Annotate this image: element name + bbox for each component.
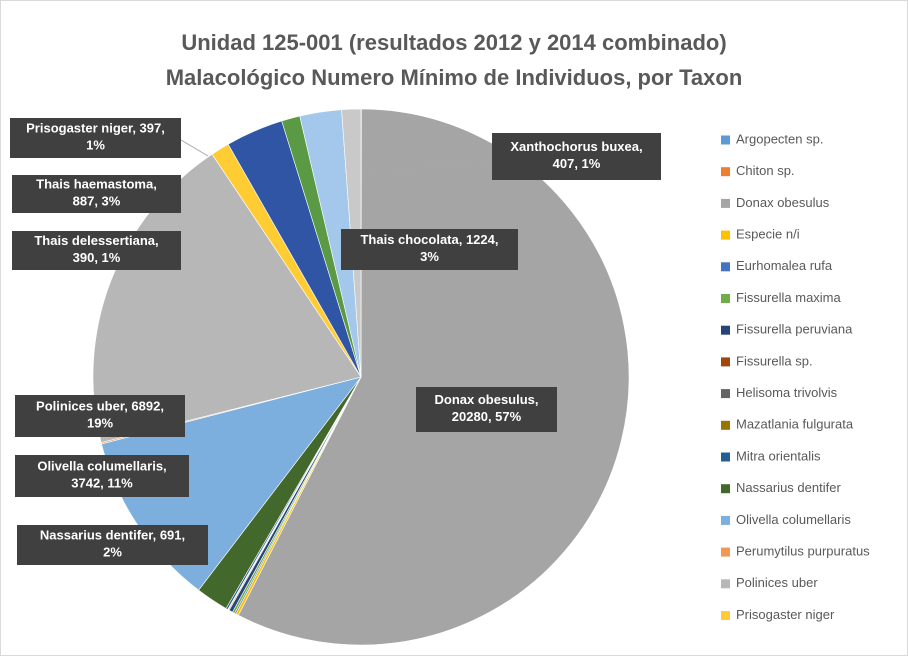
legend-swatch xyxy=(721,326,730,335)
legend-swatch xyxy=(721,167,730,176)
chart-title: Malacológico Numero Mínimo de Individuos… xyxy=(166,65,743,90)
legend-label: Especie n/i xyxy=(736,227,800,242)
legend-swatch xyxy=(721,611,730,620)
legend-label: Fissurella maxima xyxy=(736,290,842,305)
legend-label: Prisogaster niger xyxy=(736,607,835,622)
legend-swatch xyxy=(721,579,730,588)
legend-swatch xyxy=(721,294,730,303)
legend-label: Eurhomalea rufa xyxy=(736,258,833,273)
legend-swatch xyxy=(721,231,730,240)
legend-swatch xyxy=(721,548,730,557)
legend-label: Polinices uber xyxy=(736,575,818,590)
legend-label: Perumytilus purpuratus xyxy=(736,544,870,559)
legend-swatch xyxy=(721,389,730,398)
legend-label: Fissurella peruviana xyxy=(736,322,853,337)
legend-label: Fissurella sp. xyxy=(736,353,813,368)
legend-label: Olivella columellaris xyxy=(736,512,851,527)
chart-title: Unidad 125-001 (resultados 2012 y 2014 c… xyxy=(181,30,726,55)
legend-label: Mazatlania fulgurata xyxy=(736,417,854,432)
legend-label: Helisoma trivolvis xyxy=(736,385,838,400)
legend-swatch xyxy=(721,199,730,208)
legend-label: Argopecten sp. xyxy=(736,131,823,146)
legend-swatch xyxy=(721,516,730,525)
legend-swatch xyxy=(721,421,730,430)
legend-label: Mitra orientalis xyxy=(736,448,821,463)
legend-label: Chiton sp. xyxy=(736,163,795,178)
legend-swatch xyxy=(721,136,730,145)
legend-swatch xyxy=(721,484,730,493)
legend-swatch xyxy=(721,262,730,271)
legend-swatch xyxy=(721,357,730,366)
legend-swatch xyxy=(721,453,730,462)
legend-label: Donax obesulus xyxy=(736,195,830,210)
legend-label: Nassarius dentifer xyxy=(736,480,841,495)
